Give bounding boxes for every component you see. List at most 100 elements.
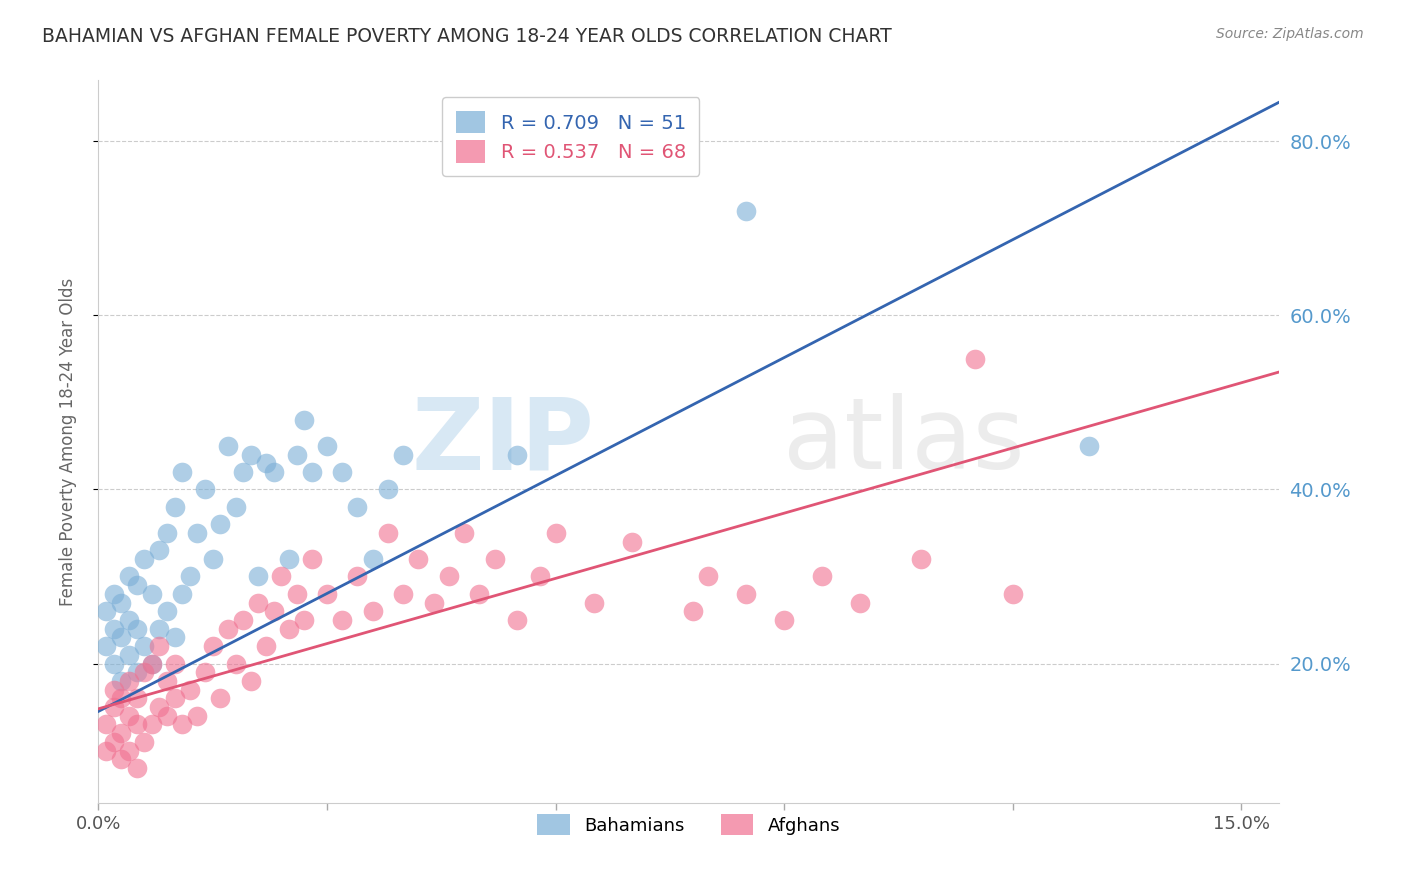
Point [506,448,529,462]
Point [910,552,932,566]
Point [285,587,308,601]
Point [125,665,148,680]
Point [292,413,315,427]
Point [254,456,277,470]
Point [110,691,132,706]
Point [186,708,208,723]
Point [94,717,117,731]
Point [118,569,141,583]
Point [103,700,125,714]
Point [179,569,201,583]
Point [209,517,232,532]
Point [163,500,186,514]
Point [217,622,239,636]
Point [849,596,872,610]
Text: Source: ZipAtlas.com: Source: ZipAtlas.com [1216,27,1364,41]
Point [110,596,132,610]
Point [773,613,796,627]
Point [110,726,132,740]
Point [620,534,643,549]
Point [682,604,704,618]
Point [201,552,224,566]
Point [125,717,148,731]
Point [292,613,315,627]
Point [141,657,163,671]
Point [172,465,194,479]
Point [247,569,270,583]
Point [134,639,156,653]
Point [148,700,170,714]
Point [422,596,444,610]
Point [453,525,475,540]
Point [134,552,156,566]
Point [163,631,186,645]
Point [346,500,368,514]
Point [217,439,239,453]
Point [697,569,720,583]
Point [94,604,117,618]
Point [103,682,125,697]
Point [172,717,194,731]
Point [330,465,353,479]
Point [963,351,986,366]
Point [209,691,232,706]
Legend: Bahamians, Afghans: Bahamians, Afghans [529,805,849,845]
Point [201,639,224,653]
Y-axis label: Female Poverty Among 18-24 Year Olds: Female Poverty Among 18-24 Year Olds [59,277,77,606]
Point [118,708,141,723]
Point [103,735,125,749]
Point [437,569,460,583]
Point [156,673,179,688]
Point [239,448,262,462]
Point [118,743,141,757]
Point [134,735,156,749]
Point [285,448,308,462]
Point [392,587,415,601]
Point [468,587,491,601]
Point [125,578,148,592]
Point [156,525,179,540]
Point [141,717,163,731]
Point [582,596,605,610]
Point [163,657,186,671]
Point [263,465,285,479]
Point [134,665,156,680]
Point [361,604,384,618]
Point [156,604,179,618]
Point [118,673,141,688]
Point [263,604,285,618]
Point [125,622,148,636]
Point [506,613,529,627]
Point [408,552,430,566]
Point [529,569,551,583]
Point [316,587,339,601]
Point [118,648,141,662]
Point [225,500,247,514]
Point [330,613,353,627]
Point [377,483,399,497]
Point [172,587,194,601]
Point [735,587,758,601]
Point [103,587,125,601]
Point [301,465,323,479]
Point [232,465,254,479]
Point [1078,439,1101,453]
Point [811,569,834,583]
Point [254,639,277,653]
Point [110,631,132,645]
Point [361,552,384,566]
Point [346,569,368,583]
Point [1001,587,1024,601]
Point [148,622,170,636]
Point [484,552,506,566]
Point [125,691,148,706]
Point [194,483,217,497]
Point [377,525,399,540]
Point [141,587,163,601]
Point [544,525,567,540]
Point [316,439,339,453]
Point [118,613,141,627]
Point [94,743,117,757]
Point [239,673,262,688]
Point [301,552,323,566]
